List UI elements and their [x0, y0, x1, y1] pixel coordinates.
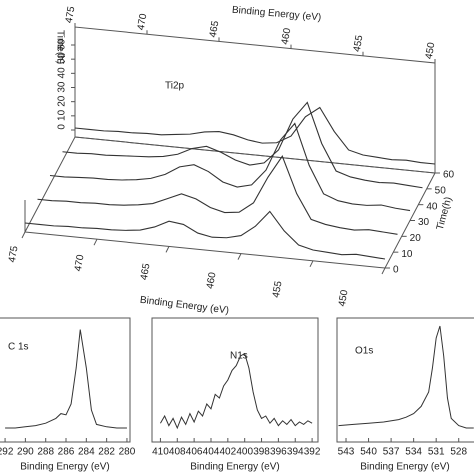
- z-axis-label-back: Time(h): [54, 30, 65, 64]
- x-tick-label: 465: [139, 262, 153, 281]
- z-tick-label: 10: [401, 249, 413, 260]
- panel-frame: [0, 317, 131, 443]
- panel-title: C 1s: [8, 342, 29, 353]
- chart-title: Ti2p: [165, 81, 185, 92]
- spectrum: [24, 210, 386, 260]
- x-tick-label: 537: [383, 447, 400, 458]
- x-tick-label: 408: [169, 447, 186, 458]
- x-tick-label: 531: [428, 447, 445, 458]
- z-tick-label-back: 40: [57, 67, 68, 79]
- x-tick-label-top: 465: [208, 20, 222, 39]
- z-tick-label-back: 50: [57, 53, 68, 65]
- spectrum: [37, 155, 398, 235]
- x-tick: [165, 246, 170, 253]
- x-tick-label: 410: [152, 447, 169, 458]
- spectrum: [338, 325, 474, 429]
- x-tick-label: 288: [37, 447, 54, 458]
- x-tick-label: 402: [219, 447, 236, 458]
- x-tick: [309, 260, 314, 268]
- z-tick-label-back: 20: [57, 95, 68, 107]
- x-tick-label: 292: [0, 447, 14, 458]
- x-tick-label-top: 475: [64, 5, 78, 24]
- panel-frame: [336, 317, 474, 443]
- z-tick-label: 50: [435, 185, 447, 196]
- z-tick-label: 20: [410, 233, 422, 244]
- z-tick-label-back: 60: [57, 39, 68, 51]
- x-tick-label: 534: [405, 447, 422, 458]
- x-tick-label: 455: [271, 280, 285, 299]
- x-tick-label: 528: [450, 447, 467, 458]
- x-tick-label-top: 470: [136, 12, 150, 31]
- x-tick-label: 282: [98, 447, 115, 458]
- x-tick-label: 392: [304, 447, 321, 458]
- spectrum: [62, 101, 423, 189]
- x-tick-label: 398: [253, 447, 270, 458]
- x-tick-label: 460: [205, 271, 219, 290]
- x-tick-label: 280: [119, 447, 136, 458]
- x-tick-label-top: 460: [280, 27, 294, 46]
- spectrum: [49, 122, 411, 212]
- z-tick-label-back: 30: [57, 81, 68, 93]
- panel-frame: [151, 317, 319, 443]
- x-tick: [93, 238, 98, 246]
- x-tick-label: 394: [287, 447, 304, 458]
- x-tick-label: 396: [270, 447, 287, 458]
- panel-title: O1s: [355, 346, 373, 357]
- z-tick-label: 30: [418, 217, 430, 228]
- z-tick-label-back: 0: [57, 124, 68, 130]
- z-tick-label: 60: [443, 170, 455, 181]
- spectrum: [159, 352, 313, 430]
- z-tick-label-back: 10: [57, 109, 68, 121]
- x-tick-label: 286: [58, 447, 75, 458]
- x-tick-label: 404: [203, 447, 220, 458]
- spectrum: [74, 106, 436, 165]
- x-tick-label: 470: [73, 253, 87, 272]
- x-axis-label: Binding Energy (eV): [360, 462, 450, 473]
- z-tick-label: 40: [426, 201, 438, 212]
- x-tick: [381, 267, 386, 275]
- x-axis-label: Binding Energy (eV): [190, 462, 280, 473]
- spectrum: [5, 329, 127, 429]
- x-tick-label: 543: [338, 447, 355, 458]
- x-tick-label: 400: [236, 447, 253, 458]
- x-tick: [237, 253, 242, 260]
- x-tick-label-top: 450: [424, 41, 438, 60]
- panel-title: N1s: [230, 351, 248, 362]
- x-axis-label: Binding Energy (eV): [20, 462, 110, 473]
- z-tick-label: 0: [393, 265, 399, 276]
- x-tick-label: 290: [17, 447, 34, 458]
- x-tick-label: 450: [337, 289, 351, 308]
- x-tick-label: 540: [360, 447, 377, 458]
- x-tick-label: 406: [186, 447, 203, 458]
- x-tick-label: 475: [7, 245, 21, 264]
- x-tick-label-top: 455: [352, 34, 366, 53]
- x-tick: [21, 231, 26, 239]
- x-tick-label: 284: [78, 447, 95, 458]
